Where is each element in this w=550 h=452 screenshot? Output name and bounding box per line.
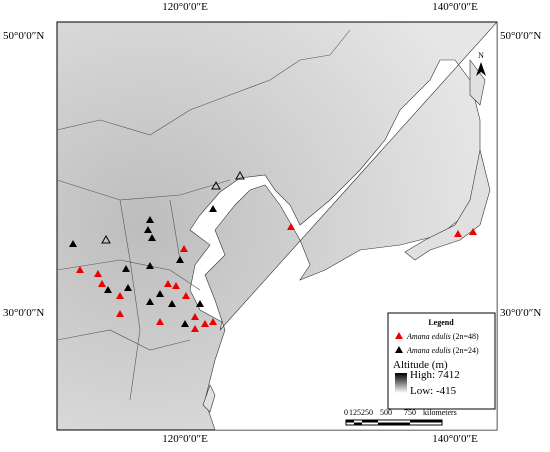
scale-tick: 0 (344, 408, 348, 417)
ploidy: (2n=24) (453, 346, 479, 355)
scale-tick: 750 (404, 408, 416, 417)
borders (56, 29, 351, 401)
sample-points (69, 170, 477, 332)
north-label: N (478, 51, 484, 60)
lon-label: 140°0′0″E (432, 433, 478, 445)
north-arrow (476, 62, 486, 76)
lon-label: 120°0′0″E (162, 1, 208, 13)
black-points (69, 205, 217, 327)
scale-tick: 500 (380, 408, 392, 417)
scale-bar: 0 125 250 500 750 kilometers (344, 408, 457, 426)
lat-label: 30°0′0″N (500, 307, 541, 319)
lat-label: 50°0′0″N (3, 30, 44, 42)
ploidy: (2n=48) (453, 332, 479, 341)
altitude-low: Low: -415 (410, 385, 457, 397)
lat-label: 50°0′0″N (500, 30, 541, 42)
scale-segment (362, 420, 378, 423)
legend-symbol (395, 332, 403, 339)
scale-tick: 250 (361, 408, 373, 417)
scale-segment (346, 420, 354, 423)
scale-segment (378, 422, 410, 425)
legend-symbol (395, 346, 403, 353)
scale-tick: 125 (349, 408, 361, 417)
altitude-high: High: 7412 (410, 369, 460, 381)
lon-label: 140°0′0″E (432, 1, 478, 13)
scale-unit: kilometers (423, 408, 457, 417)
red-points (76, 223, 477, 332)
altitude-title: Altitude (m) (393, 359, 448, 371)
legend-item: Amana edulis (2n=24) (406, 346, 479, 355)
legend-title: Legend (428, 318, 454, 327)
islands (202, 59, 491, 413)
open-points (101, 170, 245, 244)
species: Amana edulis (406, 332, 451, 341)
legend: Legend Amana edulis (2n=48) Amana edulis… (387, 312, 496, 410)
scale-segment (354, 422, 362, 425)
lon-label: 120°0′0″E (162, 433, 208, 445)
altitude-ramp (395, 373, 407, 393)
legend-item: Amana edulis (2n=48) (406, 332, 479, 341)
lat-label: 30°0′0″N (3, 307, 44, 319)
scale-segment (410, 420, 442, 423)
species: Amana edulis (406, 346, 451, 355)
